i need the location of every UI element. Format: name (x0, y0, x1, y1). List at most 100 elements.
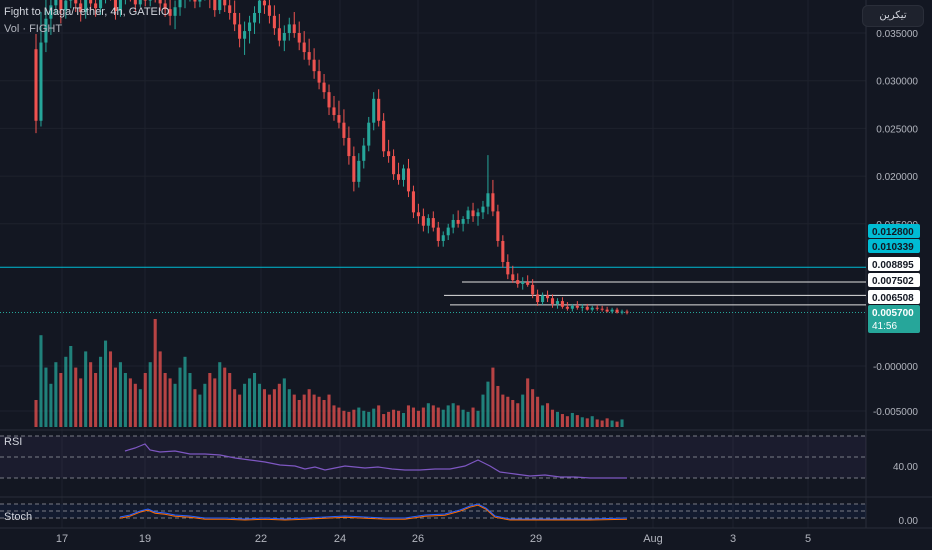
volume-bar (297, 400, 301, 427)
candle-body (158, 0, 162, 4)
candle-body (590, 307, 594, 310)
volume-bar (501, 394, 505, 427)
candle-body (491, 193, 495, 212)
volume-bar (302, 394, 306, 427)
rsi-label[interactable]: RSI (4, 436, 23, 448)
volume-bar (238, 394, 242, 427)
volume-bar (397, 410, 401, 427)
volume-bar (307, 389, 311, 427)
volume-bar (615, 421, 619, 427)
price-tick-label: 0.030000 (876, 77, 918, 88)
candle-body (615, 309, 619, 313)
candle-body (89, 0, 93, 4)
stoch-d-line (119, 504, 628, 521)
volume-bar (595, 419, 599, 427)
volume-bar (84, 351, 88, 427)
volume-bar (496, 385, 500, 427)
volume-bar (44, 367, 48, 427)
stoch-label[interactable]: Stoch (4, 511, 33, 523)
volume-bar (491, 367, 495, 427)
candle-body (456, 219, 460, 224)
last-price-label: 0.005700 (872, 308, 914, 319)
level-badge: 0.006508 (872, 293, 914, 304)
publisher-badge[interactable]: تیکرین (862, 5, 924, 27)
volume-bar (426, 403, 430, 427)
candle-body (595, 307, 599, 309)
volume-bar (516, 403, 520, 427)
stoch-k-line (119, 503, 628, 520)
volume-bar (257, 383, 262, 427)
candle-body (49, 5, 53, 19)
volume-bar (377, 405, 381, 427)
time-tick-label: 26 (412, 533, 424, 545)
price-axis[interactable]: 0.0350000.0300000.0250000.0200000.015000… (868, 29, 920, 527)
volume-bar (352, 409, 356, 427)
volume-bar (103, 340, 108, 427)
time-tick-label: 24 (334, 533, 346, 545)
candle-body (213, 0, 217, 11)
candle-body (59, 0, 63, 11)
volume-bar (208, 373, 212, 427)
level-badge-bg (868, 273, 920, 287)
volume-bar (233, 389, 237, 427)
candle-body (322, 82, 326, 93)
candle-body (252, 12, 257, 23)
time-tick-label: 22 (255, 533, 267, 545)
volume-bar (605, 418, 609, 427)
volume-bar (113, 367, 118, 427)
volume-bar (451, 403, 455, 427)
volume-bar (560, 414, 564, 427)
level-badge: 0.007502 (872, 276, 914, 287)
volume-bar (372, 408, 376, 427)
candle-body (426, 218, 430, 226)
volume-bar (143, 373, 147, 427)
candle-body (461, 219, 465, 224)
symbol-title[interactable]: Fight to Maga/Tether, 4h, GATEIO (4, 6, 170, 18)
volume-bar (94, 373, 98, 427)
candle-body (248, 22, 252, 32)
price-tick-label: 0.025000 (876, 124, 918, 135)
volume-bar (292, 394, 296, 427)
volume-bar (153, 319, 157, 427)
rsi-pane (0, 435, 866, 479)
candle-body (436, 227, 440, 241)
volume-bars (34, 319, 624, 427)
volume-bar (550, 409, 555, 427)
volume-bar (461, 409, 465, 427)
candle-body (580, 306, 584, 308)
candle-body (541, 295, 545, 303)
volume-bar (466, 411, 470, 427)
candle-body (54, 0, 58, 6)
candle-body (471, 210, 475, 217)
candle-body (347, 137, 351, 157)
candle-body (262, 0, 266, 6)
time-axis[interactable]: 17 19 22 24 26 29 Aug 3 5 (56, 533, 811, 545)
volume-bar (108, 351, 113, 427)
candle-body (570, 305, 574, 309)
volume-bar (416, 410, 420, 427)
volume-bar (163, 373, 167, 427)
candle-body (496, 211, 500, 241)
volume-bar (183, 356, 187, 427)
volume-bar (565, 416, 569, 427)
candle-body (233, 12, 237, 25)
volume-bar (342, 410, 346, 427)
level-badge-bg (868, 257, 920, 271)
candle-body (193, 0, 197, 2)
candle-body (516, 280, 520, 284)
time-tick-label: 19 (139, 533, 151, 545)
volume-bar (223, 367, 227, 427)
volume-legend[interactable]: Vol · FIGHT (4, 23, 63, 35)
volume-bar (506, 396, 510, 427)
volume-bar (287, 389, 291, 427)
volume-bar (327, 394, 331, 427)
candle-body (272, 15, 276, 29)
volume-bar (387, 411, 391, 427)
candle-body (352, 156, 356, 182)
candle-body (575, 305, 579, 308)
candle-body (238, 24, 242, 39)
volume-bar (213, 378, 217, 427)
volume-bar (367, 411, 371, 427)
volume-bar (228, 373, 232, 427)
